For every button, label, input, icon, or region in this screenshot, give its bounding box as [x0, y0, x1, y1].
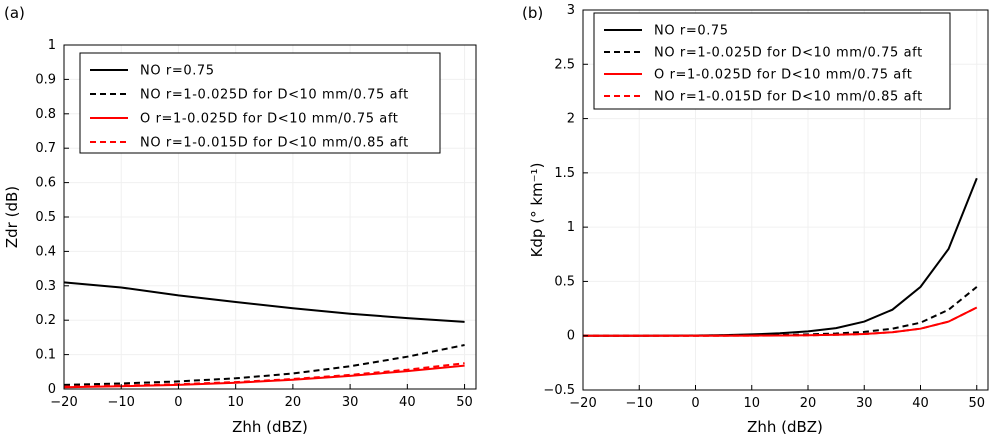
- b-series-line-1: [583, 177, 978, 337]
- panel-b-x-ticks: −20 −10 0 10 20 30 40 50: [569, 385, 985, 411]
- a-y-tick-label: 0.8: [35, 107, 56, 122]
- b-x-tick-label: 50: [968, 396, 985, 411]
- a-y-tick-label: 0: [48, 382, 56, 397]
- a-series-line-2: [63, 344, 465, 386]
- a-x-tick-label: 30: [342, 395, 359, 410]
- panel-a-x-axis-label: Zhh (dBZ): [232, 418, 308, 436]
- panel-a: (a) −20 −10 0 10 20 30 40 50 0 0.1 0.2 0.3 0.4 0.5 0.…: [3, 4, 477, 436]
- a-x-tick-label: −20: [50, 395, 77, 410]
- b-legend-entry-1: NO r=0.75: [654, 24, 729, 39]
- a-y-tick-label: 0.6: [35, 176, 56, 191]
- b-x-tick-label: 10: [743, 396, 760, 411]
- b-y-tick-label: 0: [567, 329, 575, 344]
- a-y-tick-label: 0.3: [35, 279, 56, 294]
- b-legend-entry-3: O r=1-0.025D for D<10 mm/0.75 aft: [654, 68, 913, 83]
- a-series-line-1: [63, 281, 465, 323]
- a-x-tick-label: 50: [456, 395, 473, 410]
- panel-b-series: [583, 177, 978, 337]
- b-y-tick-label: 1.5: [554, 166, 575, 181]
- a-y-tick-label: 0.2: [35, 313, 56, 328]
- b-legend-entry-2: NO r=1-0.025D for D<10 mm/0.75 aft: [654, 46, 923, 61]
- b-x-tick-label: 20: [800, 396, 817, 411]
- panel-a-legend-box: [79, 52, 441, 154]
- a-x-tick-label: 40: [399, 395, 416, 410]
- b-x-tick-label: 0: [691, 396, 699, 411]
- a-y-tick-label: 1: [48, 38, 56, 53]
- a-x-tick-label: 0: [174, 395, 182, 410]
- a-y-tick-label: 0.7: [35, 141, 56, 156]
- b-x-tick-label: 30: [856, 396, 873, 411]
- b-y-tick-label: 2.5: [554, 57, 575, 72]
- b-y-tick-label: 3: [567, 3, 575, 18]
- panel-a-x-ticks: −20 −10 0 10 20 30 40 50: [50, 384, 473, 410]
- b-y-tick-label: −0.5: [543, 383, 575, 398]
- a-legend-entry-2: NO r=1-0.025D for D<10 mm/0.75 aft: [140, 88, 409, 103]
- b-y-tick-label: 2: [567, 112, 575, 127]
- panel-b-label: (b): [522, 4, 543, 22]
- b-y-tick-label: 0.5: [554, 274, 575, 289]
- a-x-tick-label: 10: [227, 395, 244, 410]
- panel-b: (b) −20 −10 0 10 20 30 40 50 −0.500.511.522.53 …: [522, 3, 989, 436]
- panel-a-label: (a): [4, 4, 25, 22]
- panel-a-legend: NO r=0.75 NO r=1-0.025D for D<10 mm/0.75 …: [79, 52, 441, 154]
- panel-b-legend: NO r=0.75 NO r=1-0.025D for D<10 mm/0.75 …: [593, 12, 951, 110]
- b-y-tick-label: 1: [567, 220, 575, 235]
- a-y-tick-label: 0.4: [35, 244, 56, 259]
- a-series-line-4: [63, 362, 465, 388]
- a-x-tick-label: 20: [285, 395, 302, 410]
- panel-b-plot-frame: [582, 9, 989, 391]
- a-x-tick-label: −10: [108, 395, 135, 410]
- a-y-tick-label: 0.5: [35, 210, 56, 225]
- panel-a-series: [63, 281, 465, 389]
- panel-b-legend-box: [593, 12, 951, 110]
- a-legend-entry-1: NO r=0.75: [140, 64, 215, 79]
- b-series-line-4: [583, 306, 978, 337]
- b-x-tick-label: 40: [912, 396, 929, 411]
- panel-b-x-axis-label: Zhh (dBZ): [747, 418, 823, 436]
- b-series-line-3: [583, 306, 978, 337]
- panel-a-y-axis-label: Zdr (dB): [3, 186, 21, 248]
- panel-b-y-ticks: −0.5 0 0.5 1 1.5 2 2.5 3: [543, 3, 588, 398]
- panel-a-y-ticks: 0 0.1 0.2 0.3 0.4 0.5 0.6 0.7 0.8 0.9 1: [35, 38, 69, 397]
- a-y-tick-label: 0.9: [35, 72, 56, 87]
- panel-b-y-axis-label: Kdp (° km⁻¹): [528, 163, 546, 258]
- a-y-tick-label: 0.1: [35, 348, 56, 363]
- b-x-tick-label: −20: [569, 396, 596, 411]
- b-legend-entry-4: NO r=1-0.015D for D<10 mm/0.85 aft: [654, 90, 923, 105]
- a-legend-entry-3: O r=1-0.025D for D<10 mm/0.75 aft: [140, 112, 399, 127]
- a-legend-entry-4: NO r=1-0.015D for D<10 mm/0.85 aft: [140, 136, 409, 151]
- b-x-tick-label: −10: [626, 396, 653, 411]
